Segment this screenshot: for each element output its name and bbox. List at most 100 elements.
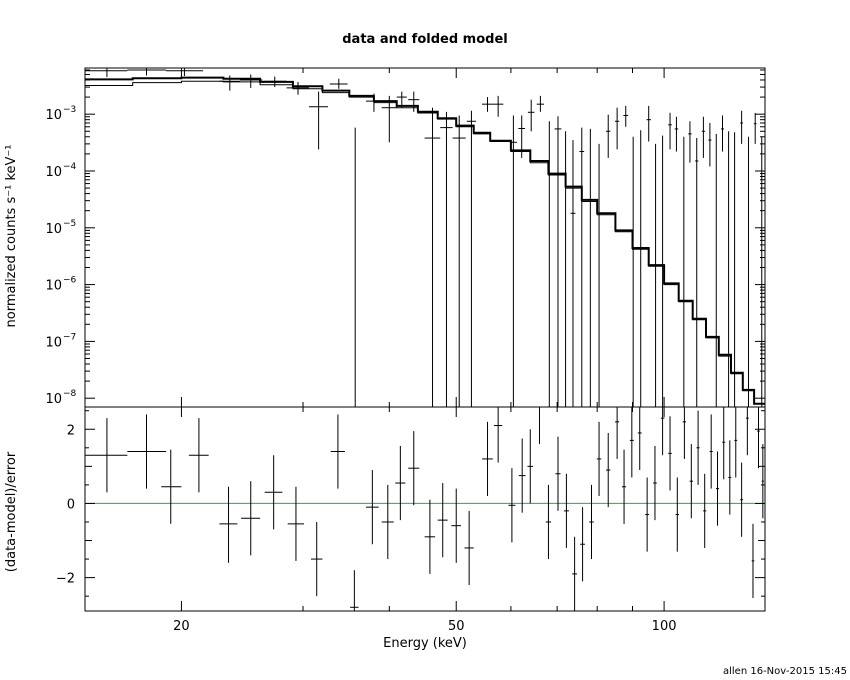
spectrum-marks [85,68,765,408]
data-point [753,112,757,144]
data-point [219,75,240,91]
spectrum-x-ticks [180,68,665,407]
model-curve-thick [85,76,765,405]
residual-point [424,499,436,574]
residual-point [606,432,611,508]
data-point [579,127,585,407]
residual-point [310,521,323,597]
residual-point [589,484,594,560]
residual-frame [84,406,766,612]
y-tick-label: 10 [45,335,62,350]
data-point [381,95,397,143]
residual-point [703,473,707,548]
data-point [536,95,544,112]
data-point [440,111,453,407]
residual-point [264,455,283,530]
data-point [708,122,712,167]
residual-marks [85,406,765,611]
data-point [721,115,724,152]
data-point [166,68,204,76]
y-tick-label: 2 [67,423,75,438]
data-point [623,105,629,127]
residual-point [330,414,345,489]
spectrum-y-axis-label: normalized counts s⁻¹ keV⁻¹ [4,145,19,328]
residual-point [161,449,182,524]
y-tick-label: 10 [45,392,62,407]
residual-point [734,407,738,478]
y-tick-label-exponent: −6 [63,276,77,286]
residual-point [596,421,602,497]
data-point [452,115,466,407]
data-point [695,138,699,407]
data-point [615,107,620,150]
residual-point [709,414,713,489]
y-tick-label-exponent: −4 [63,162,77,172]
residual-point [696,410,700,485]
y-tick-label-exponent: −8 [63,389,77,399]
residual-point [637,407,642,471]
y-tick-label: 10 [45,222,62,237]
data-point [482,97,493,112]
data-point [509,115,517,407]
residual-point [645,477,650,552]
data-point [466,110,476,407]
residual-point [675,477,680,552]
data-point [424,107,441,407]
residual-point [757,407,760,469]
y-tick-label: 0 [67,497,75,512]
data-point [396,91,407,108]
y-tick-label-exponent: −5 [63,219,76,229]
residual-point [682,407,687,459]
data-point [606,114,611,158]
data-point [127,68,167,76]
residual-point [745,407,749,456]
residual-point [219,486,238,563]
residual-point [572,536,578,611]
residual-point [536,406,543,445]
residual-point [408,431,420,506]
residual-point [287,486,305,561]
x-tick-label: 20 [173,619,190,634]
residual-y-axis-label: (data-model)/error [4,451,19,572]
residual-point [464,510,474,586]
residual-point [350,570,359,611]
residual-y-ticks: 2 0 −2 [56,410,765,597]
data-point [263,76,287,88]
residual-point [668,416,672,491]
data-point [286,81,309,95]
x-tick-label: 50 [448,619,465,634]
data-point [596,143,602,407]
residual-point [188,418,209,493]
residual-point [621,449,627,524]
data-point [674,116,679,152]
y-tick-label: 10 [45,279,62,294]
data-point [329,78,348,89]
data-point [527,99,535,132]
data-point [701,116,705,158]
residual-point [689,444,693,519]
data-point [239,74,263,88]
x-tick-label: 100 [652,619,677,634]
data-point [740,110,744,144]
y-tick-label: 10 [45,108,62,123]
spectrum-y-ticks: 10−310−410−510−610−710−8 [45,69,765,407]
residual-point [493,407,503,463]
data-point [646,105,651,142]
residual-point [660,407,665,456]
residual-point [85,418,128,493]
residual-point [127,414,167,489]
residual-point [629,407,634,478]
residual-x-ticks: 20 50 100 [173,407,677,634]
chart-title: data and folded model [342,32,508,47]
x-axis-label: Energy (keV) [383,636,467,651]
residual-point [615,407,620,459]
residual-point [482,421,493,497]
residual-point [451,488,461,563]
data-point [518,115,526,158]
residual-point [508,468,516,543]
residual-panel: 20−2 20 50 100 (data-model)/error Energy (… [4,406,766,651]
residual-point [527,429,534,504]
y-tick-label: −2 [56,572,75,587]
spectrum-panel: 10−310−410−510−610−710−8 normalized coun… [4,67,766,408]
